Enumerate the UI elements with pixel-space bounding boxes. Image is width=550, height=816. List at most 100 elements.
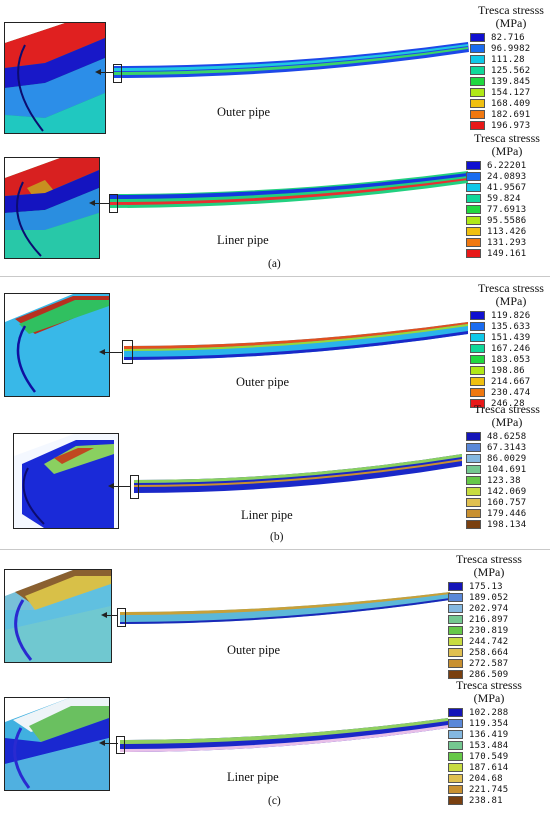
legend-value: 67.3143 bbox=[487, 442, 527, 453]
legend-value: 151.439 bbox=[491, 332, 531, 343]
legend-value: 119.354 bbox=[469, 718, 509, 729]
liner-pipe-zoom-inset bbox=[4, 157, 100, 259]
legend-value: 286.509 bbox=[469, 669, 509, 680]
legend-row: 160.757 bbox=[466, 497, 548, 508]
liner-pipe-model bbox=[134, 454, 462, 493]
legend-swatch bbox=[470, 311, 485, 320]
pointer-arrow bbox=[108, 483, 131, 489]
legend-swatch bbox=[448, 719, 463, 728]
legend-value: 179.446 bbox=[487, 508, 527, 519]
legend-row: 151.439 bbox=[470, 332, 550, 343]
legend-value: 111.28 bbox=[491, 54, 525, 65]
legend-swatch bbox=[466, 161, 481, 170]
legend-swatch bbox=[466, 520, 481, 529]
legend-unit: (MPa) bbox=[495, 294, 527, 308]
legend-row: 187.614 bbox=[448, 762, 530, 773]
legend-swatch bbox=[466, 227, 481, 236]
legend-value: 182.691 bbox=[491, 109, 531, 120]
legend-row: 170.549 bbox=[448, 751, 530, 762]
legend-swatch bbox=[448, 670, 463, 679]
outer-pipe-label: Outer pipe bbox=[236, 375, 290, 389]
legend-row: 230.819 bbox=[448, 625, 530, 636]
legend-row: 102.288 bbox=[448, 707, 530, 718]
legend-row: 182.691 bbox=[470, 109, 550, 120]
legend-row: 95.5586 bbox=[466, 215, 548, 226]
legend-value: 82.716 bbox=[491, 32, 525, 43]
legend-row: 214.667 bbox=[470, 376, 550, 387]
legend-row: 167.246 bbox=[470, 343, 550, 354]
legend-row: 139.845 bbox=[470, 76, 550, 87]
legend-row: 86.0029 bbox=[466, 453, 548, 464]
liner-pipe-model bbox=[120, 718, 448, 752]
pipe-end-cross-section bbox=[5, 158, 99, 258]
legend-row: 113.426 bbox=[466, 226, 548, 237]
pointer-arrow bbox=[95, 69, 114, 75]
legend-value: 230.819 bbox=[469, 625, 509, 636]
legend-row: 286.509 bbox=[448, 669, 530, 680]
legend-value: 216.897 bbox=[469, 614, 509, 625]
legend-row: 48.6258 bbox=[466, 431, 548, 442]
outer-pipe-zoom-inset bbox=[4, 293, 110, 397]
legend-value: 119.826 bbox=[491, 310, 531, 321]
legend-title: Tresca stresss bbox=[478, 281, 544, 295]
legend-value: 246.28 bbox=[491, 398, 525, 409]
legend-value: 102.288 bbox=[469, 707, 509, 718]
outer-pipe-label: Outer pipe bbox=[217, 105, 271, 119]
legend-row: 24.0893 bbox=[466, 171, 548, 182]
legend-value: 24.0893 bbox=[487, 171, 527, 182]
legend-row: 135.633 bbox=[470, 321, 550, 332]
legend-row: 246.28 bbox=[470, 398, 550, 409]
legend-value: 168.409 bbox=[491, 98, 531, 109]
pointer-arrow bbox=[101, 612, 118, 618]
legend-value: 113.426 bbox=[487, 226, 527, 237]
panel-divider bbox=[0, 549, 550, 550]
pipe-end-cross-section bbox=[5, 570, 111, 662]
legend-swatch bbox=[470, 88, 485, 97]
legend-value: 175.13 bbox=[469, 581, 503, 592]
legend-row: 119.354 bbox=[448, 718, 530, 729]
legend-scale: 102.288 119.354 136.419 153.484 170.549 187.6… bbox=[448, 707, 530, 806]
legend-row: 111.28 bbox=[470, 54, 550, 65]
legend-value: 123.38 bbox=[487, 475, 521, 486]
legend-row: 123.38 bbox=[466, 475, 548, 486]
legend-swatch bbox=[470, 44, 485, 53]
legend-swatch bbox=[448, 785, 463, 794]
liner-pipe-legend: Tresca stresss (MPa) 6.22201 24.0893 41.95… bbox=[466, 132, 548, 259]
legend-value: 204.68 bbox=[469, 773, 503, 784]
outer-pipe-label: Outer pipe bbox=[227, 643, 281, 657]
legend-swatch bbox=[470, 355, 485, 364]
legend-value: 196.973 bbox=[491, 120, 531, 131]
legend-row: 272.587 bbox=[448, 658, 530, 669]
legend-swatch bbox=[448, 741, 463, 750]
legend-value: 187.614 bbox=[469, 762, 509, 773]
liner-pipe-label: Liner pipe bbox=[217, 233, 269, 247]
legend-row: 230.474 bbox=[470, 387, 550, 398]
legend-value: 189.052 bbox=[469, 592, 509, 603]
legend-swatch bbox=[448, 648, 463, 657]
legend-title: Tresca stresss bbox=[456, 552, 522, 566]
legend-row: 6.22201 bbox=[466, 160, 548, 171]
legend-swatch bbox=[466, 249, 481, 258]
legend-swatch bbox=[466, 216, 481, 225]
legend-title: Tresca stresss bbox=[474, 402, 540, 416]
legend-swatch bbox=[448, 752, 463, 761]
outer-pipe-model bbox=[124, 322, 468, 360]
legend-unit: (MPa) bbox=[491, 144, 523, 158]
outer-pipe-legend: Tresca stresss (MPa) 175.13 189.052 202.97… bbox=[448, 553, 530, 680]
legend-swatch bbox=[466, 172, 481, 181]
liner-pipe-label: Liner pipe bbox=[227, 770, 279, 784]
legend-value: 135.633 bbox=[491, 321, 531, 332]
legend-value: 202.974 bbox=[469, 603, 509, 614]
legend-value: 41.9567 bbox=[487, 182, 527, 193]
legend-row: 131.293 bbox=[466, 237, 548, 248]
legend-value: 139.845 bbox=[491, 76, 531, 87]
legend-scale: 48.6258 67.3143 86.0029 104.691 123.38 142.06… bbox=[466, 431, 548, 530]
legend-row: 238.81 bbox=[448, 795, 530, 806]
pipe-end-cross-section bbox=[5, 698, 109, 790]
legend-value: 59.824 bbox=[487, 193, 521, 204]
legend-swatch bbox=[470, 77, 485, 86]
legend-row: 142.069 bbox=[466, 486, 548, 497]
legend-row: 168.409 bbox=[470, 98, 550, 109]
legend-value: 125.562 bbox=[491, 65, 531, 76]
legend-scale: 82.716 96.9982 111.28 125.562 139.845 154.127… bbox=[470, 32, 550, 131]
